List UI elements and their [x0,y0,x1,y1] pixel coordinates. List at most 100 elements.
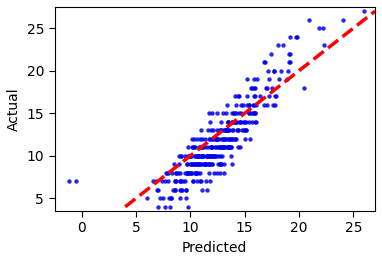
Point [233,103,239,107]
Point [199,145,205,149]
Point [214,128,220,132]
Point [177,196,183,200]
Point [228,162,235,166]
Point [191,145,197,149]
Point [229,111,235,115]
Point [144,196,150,200]
Point [189,137,195,141]
Point [235,128,241,132]
Point [188,154,194,158]
Point [237,145,243,149]
Point [246,103,252,107]
Point [196,162,202,166]
Point [272,103,278,107]
Point [217,162,223,166]
Point [206,162,212,166]
Point [168,196,175,200]
Point [232,137,238,141]
Point [191,137,197,141]
Point [172,188,178,192]
Point [217,128,223,132]
Point [200,154,206,158]
Point [195,171,201,175]
Point [169,171,175,175]
Point [251,86,257,90]
Point [241,120,247,124]
Point [215,162,221,166]
Point [153,179,159,183]
Point [198,162,204,166]
Point [207,137,213,141]
Point [275,43,282,47]
Point [225,120,231,124]
Point [183,188,189,192]
Point [215,154,221,158]
Point [206,162,212,166]
Point [228,154,235,158]
Point [235,128,241,132]
Point [186,154,192,158]
Point [178,179,184,183]
Point [235,128,241,132]
Point [159,179,165,183]
Point [254,77,261,81]
Point [212,137,218,141]
Point [266,77,272,81]
Point [229,137,235,141]
Point [205,128,211,132]
Point [213,154,219,158]
Point [287,52,293,56]
Point [207,154,213,158]
Point [229,120,235,124]
Point [224,128,230,132]
Point [225,120,231,124]
X-axis label: Predicted: Predicted [182,241,248,255]
Point [178,154,184,158]
Point [175,171,181,175]
Point [210,137,216,141]
Point [207,179,214,183]
Point [201,162,207,166]
Point [217,154,223,158]
Point [199,145,205,149]
Point [209,162,215,166]
Point [197,154,204,158]
Point [194,154,201,158]
Point [237,120,243,124]
Point [251,111,257,115]
Point [206,111,212,115]
Point [192,145,198,149]
Point [251,120,257,124]
Point [233,120,239,124]
Point [320,43,327,47]
Point [186,154,192,158]
Point [269,86,275,90]
Point [241,128,247,132]
Point [243,128,249,132]
Point [163,171,169,175]
Point [194,162,200,166]
Point [220,137,227,141]
Point [219,145,225,149]
Point [197,145,204,149]
Point [253,120,259,124]
Point [218,162,224,166]
Point [202,154,209,158]
Point [306,18,312,22]
Point [248,111,254,115]
Point [190,179,196,183]
Point [218,162,224,166]
Point [301,86,307,90]
Point [206,162,212,166]
Point [179,188,185,192]
Point [173,179,179,183]
Point [262,60,268,64]
Point [177,188,183,192]
Point [217,128,223,132]
Point [183,162,189,166]
Point [172,179,178,183]
Point [233,137,239,141]
Point [221,162,227,166]
Point [187,162,193,166]
Point [235,145,241,149]
